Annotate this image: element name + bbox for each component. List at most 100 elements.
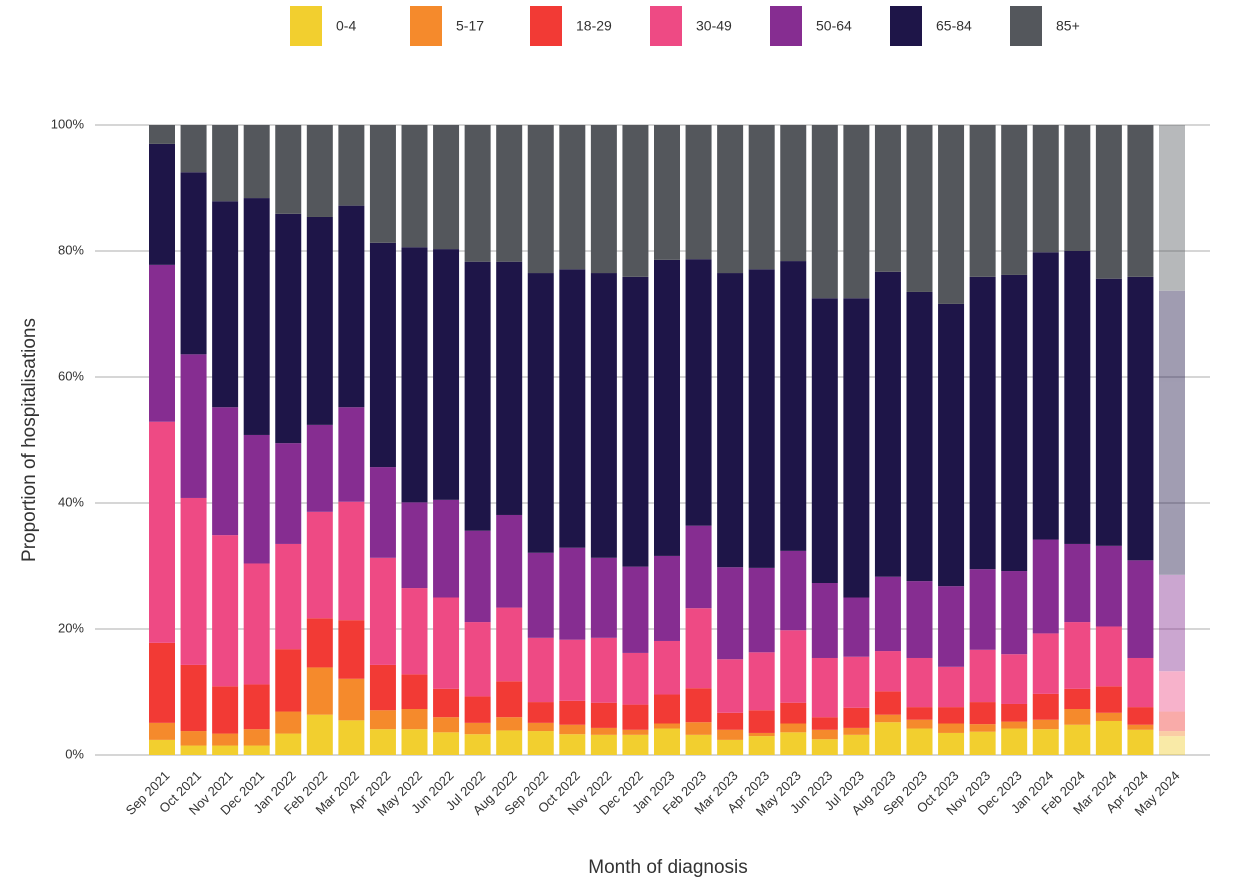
bar-stack xyxy=(654,125,680,755)
bar-segment xyxy=(212,686,239,734)
legend-swatch xyxy=(290,6,322,46)
bar-segment xyxy=(496,717,523,731)
bar-stack xyxy=(969,125,996,755)
bar-segment xyxy=(843,125,870,299)
bar-segment xyxy=(590,702,617,728)
bar-segment xyxy=(401,247,428,503)
bar-segment xyxy=(748,125,775,270)
bar-segment xyxy=(243,745,270,755)
bar-segment xyxy=(622,125,649,277)
bar-segment xyxy=(369,710,396,730)
bar-stack xyxy=(149,125,175,755)
bar-segment xyxy=(496,514,523,608)
bar-segment xyxy=(212,125,239,202)
bar-stack xyxy=(685,125,712,755)
bar-segment xyxy=(1032,719,1059,730)
bar-segment xyxy=(843,656,870,708)
bar-stack xyxy=(464,125,491,755)
legend-label: 65-84 xyxy=(936,18,972,34)
bar-segment xyxy=(780,125,807,262)
bar-stack xyxy=(527,125,554,755)
bar-segment xyxy=(306,216,333,425)
bar-segment xyxy=(433,688,460,718)
bar-segment xyxy=(559,269,586,548)
bar-segment xyxy=(180,354,207,498)
bar-segment xyxy=(843,734,870,755)
bar-segment xyxy=(496,261,523,515)
bar-stack xyxy=(748,125,775,755)
bar-segment xyxy=(275,543,302,650)
legend-swatch xyxy=(410,6,442,46)
bar-segment xyxy=(717,125,744,274)
bar-segment xyxy=(938,586,965,667)
bar-segment xyxy=(1159,711,1185,732)
bar-segment xyxy=(1032,539,1059,634)
legend-swatch xyxy=(890,6,922,46)
bar-segment xyxy=(369,467,396,558)
bar-segment xyxy=(559,547,586,640)
bar-stack xyxy=(622,125,649,755)
bar-stack xyxy=(401,125,428,755)
bar-segment xyxy=(180,125,207,173)
bar-segment xyxy=(748,652,775,711)
bar-segment xyxy=(1159,290,1185,575)
bar-segment xyxy=(464,734,491,755)
bar-segment xyxy=(527,722,554,732)
bar-segment xyxy=(811,298,838,584)
bar-segment xyxy=(464,261,491,531)
bar-segment xyxy=(496,730,523,755)
bar-segment xyxy=(527,552,554,638)
bar-segment xyxy=(527,637,554,703)
bar-segment xyxy=(464,696,491,723)
bar-segment xyxy=(401,709,428,730)
bar-segment xyxy=(874,722,901,755)
bar-segment xyxy=(685,734,712,755)
bar-segment xyxy=(149,739,175,755)
y-tick-label: 80% xyxy=(58,242,84,257)
bar-segment xyxy=(149,421,175,643)
bar-segment xyxy=(1095,125,1122,279)
bar-segment xyxy=(1001,125,1028,275)
bar-segment xyxy=(748,732,775,737)
bar-stack xyxy=(212,125,239,755)
bar-segment xyxy=(243,198,270,435)
bar-segment xyxy=(527,702,554,723)
bar-segment xyxy=(180,664,207,732)
bar-segment xyxy=(1127,657,1154,708)
legend-swatch xyxy=(530,6,562,46)
bar-segment xyxy=(306,125,333,217)
bar-segment xyxy=(780,723,807,733)
bar-segment xyxy=(338,501,365,621)
bar-segment xyxy=(369,729,396,755)
bar-segment xyxy=(212,201,239,408)
bar-segment xyxy=(559,700,586,725)
bar-segment xyxy=(1032,125,1059,253)
bar-segment xyxy=(590,727,617,735)
bar-segment xyxy=(748,567,775,653)
bar-segment xyxy=(338,620,365,679)
bar-segment xyxy=(780,732,807,755)
bar-segment xyxy=(275,733,302,755)
bar-segment xyxy=(306,714,333,755)
bar-segment xyxy=(654,694,680,724)
bar-stack xyxy=(306,125,333,755)
bar-stack xyxy=(338,125,365,755)
bar-segment xyxy=(843,727,870,735)
bar-segment xyxy=(938,732,965,755)
bar-segment xyxy=(969,702,996,725)
bar-stack xyxy=(906,125,933,755)
bar-segment xyxy=(212,407,239,536)
bar-segment xyxy=(496,125,523,262)
bar-segment xyxy=(654,125,680,260)
bar-segment xyxy=(306,667,333,715)
bar-segment xyxy=(843,597,870,657)
bar-segment xyxy=(622,652,649,705)
bar-stack xyxy=(1032,125,1059,755)
bar-stack xyxy=(243,125,270,755)
bar-segment xyxy=(622,566,649,653)
bar-segment xyxy=(1095,545,1122,627)
bar-segment xyxy=(780,630,807,703)
bar-segment xyxy=(1032,693,1059,720)
bar-segment xyxy=(654,259,680,556)
bar-segment xyxy=(338,407,365,502)
